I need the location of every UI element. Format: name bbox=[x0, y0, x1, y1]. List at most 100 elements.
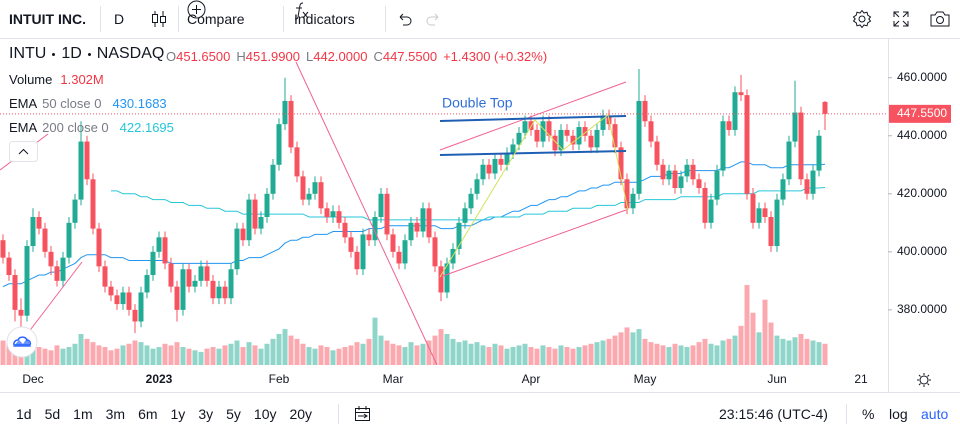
volume-bar bbox=[666, 347, 672, 365]
log-button[interactable]: log bbox=[889, 404, 908, 424]
range-button[interactable]: 1m bbox=[73, 406, 93, 422]
candle-body bbox=[648, 121, 654, 142]
candle-body bbox=[456, 222, 462, 249]
last-price-label: 447.5500 bbox=[897, 106, 947, 120]
volume-bar bbox=[48, 350, 54, 365]
volume-bar bbox=[312, 348, 318, 365]
undo-button[interactable] bbox=[396, 10, 414, 28]
volume-bar bbox=[720, 340, 726, 365]
chart-type-icon[interactable] bbox=[150, 9, 168, 29]
date-range-button[interactable] bbox=[353, 405, 372, 423]
interval-button[interactable]: D bbox=[114, 0, 124, 38]
time-axis-settings[interactable] bbox=[917, 373, 931, 387]
candle-body bbox=[690, 164, 696, 180]
ema-params: 50 close 0 bbox=[42, 95, 102, 111]
volume-bar bbox=[462, 340, 468, 365]
range-button[interactable]: 3y bbox=[198, 406, 214, 422]
volume-bar bbox=[654, 343, 660, 365]
volume-bar bbox=[600, 340, 606, 365]
ohlc-value: 442.0000 bbox=[313, 48, 368, 64]
percent-button[interactable]: % bbox=[862, 404, 874, 424]
candle-body bbox=[108, 286, 114, 296]
percent: % bbox=[862, 406, 875, 422]
candle-body bbox=[144, 275, 150, 293]
trend-line bbox=[295, 61, 438, 365]
volume-bar bbox=[102, 347, 108, 365]
volume-bar bbox=[156, 347, 162, 365]
volume-bar bbox=[42, 348, 48, 365]
candle-body bbox=[162, 237, 168, 264]
candle-body bbox=[36, 217, 42, 229]
auto-button[interactable]: auto bbox=[921, 404, 948, 424]
volume-bar bbox=[228, 343, 234, 365]
channel-line bbox=[439, 81, 627, 151]
volume-bar bbox=[762, 299, 768, 365]
candle-body bbox=[330, 211, 336, 218]
candle-body bbox=[258, 217, 264, 229]
volume-bar bbox=[456, 342, 462, 365]
candle-body bbox=[384, 193, 390, 235]
volume-value: 1.302M bbox=[60, 71, 104, 87]
range-button[interactable]: 5d bbox=[44, 406, 61, 422]
snapshot-button[interactable] bbox=[929, 9, 951, 29]
candle-body bbox=[66, 222, 72, 258]
range-button[interactable]: 1y bbox=[170, 406, 186, 422]
volume-bar bbox=[174, 342, 180, 365]
redo-button[interactable] bbox=[424, 10, 442, 28]
range-button[interactable]: 10y bbox=[253, 406, 277, 422]
volume-bar bbox=[504, 348, 510, 365]
range-button[interactable]: 6m bbox=[138, 406, 158, 422]
annotation: Double Top bbox=[442, 95, 513, 111]
range-button[interactable]: 20y bbox=[289, 406, 313, 422]
fullscreen-button[interactable] bbox=[892, 10, 910, 28]
indicators-button[interactable]: Indicators bbox=[294, 0, 355, 38]
candle-body bbox=[186, 269, 192, 287]
range-button[interactable]: 1d bbox=[16, 406, 32, 422]
y-tick-label: 400.0000 bbox=[897, 244, 947, 258]
separator bbox=[178, 6, 179, 32]
volume-bar bbox=[306, 347, 312, 365]
compare-button[interactable]: Compare bbox=[187, 0, 245, 38]
volume-bar bbox=[264, 343, 270, 365]
candle-body bbox=[492, 158, 498, 174]
candle-body bbox=[120, 292, 126, 305]
interval: D bbox=[114, 11, 125, 27]
symbol-button[interactable]: INTUIT INC. bbox=[9, 0, 86, 38]
volume-bar bbox=[816, 342, 822, 365]
collapse-legend-button[interactable] bbox=[9, 141, 38, 162]
candle-body bbox=[660, 164, 666, 180]
volume-bar bbox=[372, 317, 378, 365]
candle-body bbox=[780, 179, 786, 200]
separator bbox=[846, 404, 847, 424]
volume-bar bbox=[318, 345, 324, 365]
ohlc-value: 447.5500 bbox=[382, 48, 438, 64]
candle-body bbox=[486, 164, 492, 174]
range-button[interactable]: 3m bbox=[105, 406, 126, 422]
candle-body bbox=[822, 101, 828, 114]
candle-body bbox=[696, 179, 702, 188]
candle-body bbox=[30, 217, 36, 247]
candle-body bbox=[180, 269, 186, 310]
volume-bar bbox=[468, 343, 474, 365]
candle-body bbox=[498, 158, 504, 165]
candle-body bbox=[408, 222, 414, 241]
candle-body bbox=[522, 121, 528, 133]
ohlc-label: H bbox=[236, 48, 246, 64]
x-tick-label: 21 bbox=[854, 372, 868, 386]
candle-body bbox=[348, 237, 354, 252]
separator bbox=[385, 6, 386, 32]
volume-bar bbox=[78, 333, 84, 365]
candle-body bbox=[174, 286, 180, 310]
settings-button[interactable] bbox=[852, 9, 872, 29]
range-button[interactable]: 5y bbox=[226, 406, 241, 422]
logo-button[interactable] bbox=[6, 326, 38, 358]
fx-icon bbox=[294, 2, 309, 20]
candle-body bbox=[60, 257, 66, 281]
candle-body bbox=[636, 100, 642, 194]
y-tick-label: 460.0000 bbox=[897, 70, 947, 84]
candle-body bbox=[762, 208, 768, 218]
candle-body bbox=[708, 199, 714, 223]
candle-body bbox=[402, 240, 408, 264]
volume-bar bbox=[528, 347, 534, 365]
candle-body bbox=[390, 234, 396, 252]
